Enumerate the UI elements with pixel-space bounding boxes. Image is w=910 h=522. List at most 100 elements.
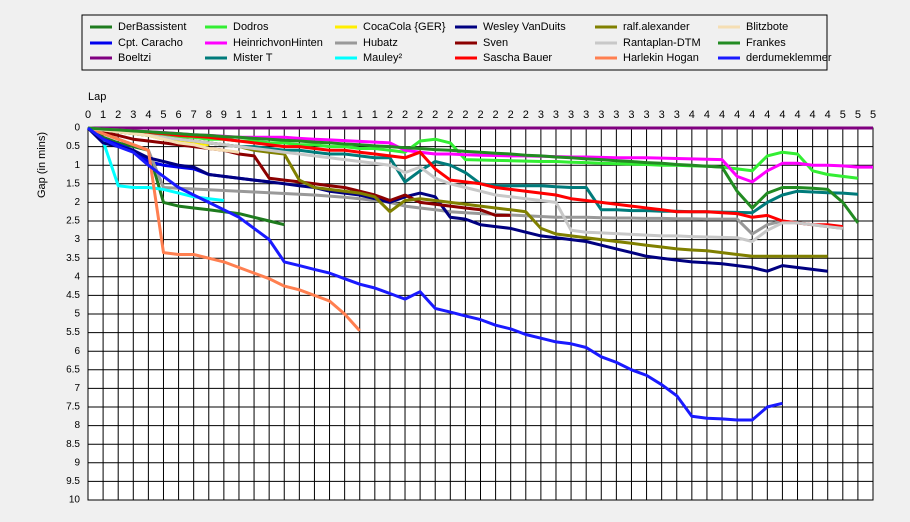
x-tick-label: 7 bbox=[191, 109, 197, 121]
series-line bbox=[87, 126, 285, 227]
y-tick-label: 5 bbox=[74, 309, 80, 320]
y-tick-label: 8.5 bbox=[66, 439, 80, 450]
x-tick-label: 5 bbox=[840, 109, 846, 121]
series-line bbox=[87, 126, 783, 422]
x-tick-label: 4 bbox=[794, 109, 800, 121]
y-tick-label: 9 bbox=[74, 457, 80, 468]
x-tick-label: 3 bbox=[583, 109, 589, 121]
x-tick-label: 8 bbox=[206, 109, 212, 121]
x-tick-label: 5 bbox=[870, 109, 876, 121]
legend-label: Wesley VanDuits bbox=[483, 21, 566, 33]
y-tick-label: 2 bbox=[74, 197, 80, 208]
x-tick-label: 2 bbox=[508, 109, 514, 121]
x-tick-label: 1 bbox=[296, 109, 302, 121]
legend-label: Rantaplan-DTM bbox=[623, 37, 701, 49]
x-tick-label: 4 bbox=[145, 109, 151, 121]
legend-label: HeinrichvonHinten bbox=[233, 37, 323, 49]
y-tick-label: 7.5 bbox=[66, 402, 80, 413]
legend-label: Dodros bbox=[233, 21, 269, 33]
x-tick-label: 2 bbox=[462, 109, 468, 121]
x-tick-label: 1 bbox=[372, 109, 378, 121]
x-tick-label: 4 bbox=[719, 109, 725, 121]
legend-label: Mauley² bbox=[363, 52, 402, 64]
x-tick-label: 2 bbox=[432, 109, 438, 121]
x-tick-label: 6 bbox=[176, 109, 182, 121]
x-tick-label: 1 bbox=[281, 109, 287, 121]
legend-label: Blitzbote bbox=[746, 21, 788, 33]
x-tick-label: 2 bbox=[417, 109, 423, 121]
x-tick-label: 2 bbox=[387, 109, 393, 121]
legend-label: Mister T bbox=[233, 52, 273, 64]
x-tick-label: 5 bbox=[160, 109, 166, 121]
legend-label: derdumeklemmer bbox=[746, 52, 832, 64]
y-tick-label: 0.5 bbox=[66, 141, 80, 152]
x-tick-label: 3 bbox=[130, 109, 136, 121]
x-tick-label: 2 bbox=[447, 109, 453, 121]
legend-label: DerBassistent bbox=[118, 21, 186, 33]
x-tick-label: 3 bbox=[659, 109, 665, 121]
y-tick-label: 3.5 bbox=[66, 253, 80, 264]
x-tick-label: 2 bbox=[477, 109, 483, 121]
y-tick-label: 1.5 bbox=[66, 178, 80, 189]
x-tick-label: 4 bbox=[764, 109, 770, 121]
y-tick-label: 6 bbox=[74, 346, 80, 357]
legend-label: Hubatz bbox=[363, 37, 398, 49]
x-tick-label: 1 bbox=[342, 109, 348, 121]
y-tick-label: 4 bbox=[74, 271, 80, 282]
x-tick-label: 1 bbox=[236, 109, 242, 121]
x-tick-label: 1 bbox=[357, 109, 363, 121]
y-tick-label: 0 bbox=[74, 123, 80, 134]
x-tick-label: 3 bbox=[674, 109, 680, 121]
y-axis-label: Gap (in mins) bbox=[36, 132, 48, 198]
x-tick-label: 2 bbox=[115, 109, 121, 121]
legend-label: Sven bbox=[483, 37, 508, 49]
legend-box bbox=[81, 14, 828, 71]
x-tick-label: 3 bbox=[643, 109, 649, 121]
y-tick-label: 10 bbox=[69, 495, 81, 506]
series-line bbox=[87, 126, 511, 217]
x-tick-label: 1 bbox=[326, 109, 332, 121]
y-tick-label: 3 bbox=[74, 234, 80, 245]
x-tick-label: 4 bbox=[704, 109, 710, 121]
series-line bbox=[86, 126, 828, 273]
legend-label: Boeltzi bbox=[118, 52, 151, 64]
x-tick-label: 3 bbox=[628, 109, 634, 121]
x-tick-label: 2 bbox=[402, 109, 408, 121]
x-tick-label: 3 bbox=[598, 109, 604, 121]
y-tick-label: 7 bbox=[74, 383, 80, 394]
legend-label: Frankes bbox=[746, 37, 786, 49]
y-tick-label: 4.5 bbox=[66, 290, 80, 301]
series-line bbox=[87, 126, 843, 236]
x-tick-label: 4 bbox=[810, 109, 816, 121]
y-tick-label: 9.5 bbox=[66, 476, 80, 487]
y-tick-label: 1 bbox=[74, 160, 80, 171]
series-line bbox=[87, 126, 843, 243]
series-line bbox=[87, 126, 843, 229]
y-tick-label: 6.5 bbox=[66, 364, 80, 375]
series-line bbox=[87, 126, 860, 224]
y-tick-label: 2.5 bbox=[66, 216, 80, 227]
x-tick-label: 1 bbox=[311, 109, 317, 121]
y-tick-label: 5.5 bbox=[66, 327, 80, 338]
x-tick-label: 9 bbox=[221, 109, 227, 121]
x-tick-label: 3 bbox=[553, 109, 559, 121]
x-tick-label: 1 bbox=[266, 109, 272, 121]
x-tick-label: 4 bbox=[779, 109, 785, 121]
legend-label: ralf.alexander bbox=[623, 21, 690, 33]
x-tick-label: 5 bbox=[855, 109, 861, 121]
x-tick-label: 1 bbox=[251, 109, 257, 121]
x-tick-label: 0 bbox=[85, 109, 91, 121]
x-tick-label: 4 bbox=[749, 109, 755, 121]
y-tick-label: 8 bbox=[74, 420, 80, 431]
x-tick-label: 1 bbox=[100, 109, 106, 121]
x-tick-label: 4 bbox=[689, 109, 695, 121]
x-axis-label: Lap bbox=[88, 91, 106, 103]
x-tick-label: 3 bbox=[538, 109, 544, 121]
x-tick-label: 3 bbox=[568, 109, 574, 121]
series-line bbox=[87, 126, 361, 332]
x-tick-label: 2 bbox=[493, 109, 499, 121]
legend-label: CocaCola {GER} bbox=[363, 21, 446, 33]
x-tick-label: 2 bbox=[523, 109, 529, 121]
